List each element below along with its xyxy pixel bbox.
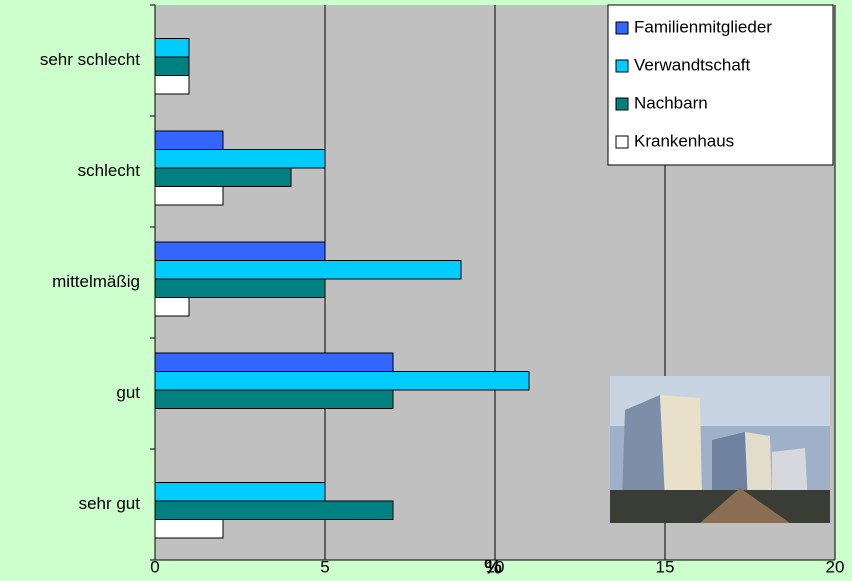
legend: Familienmitglieder Verwandtschaft Nachbarn… [607, 4, 834, 166]
bar [154, 130, 224, 150]
bar [154, 352, 394, 372]
photo-roof [700, 488, 790, 523]
bar [154, 278, 326, 298]
photo [610, 376, 830, 523]
legend-swatch [615, 135, 629, 149]
bar [154, 241, 326, 261]
x-tick-label: 0 [150, 557, 159, 576]
y-tick-label: sehr gut [79, 494, 141, 513]
legend-label: Krankenhaus [634, 131, 734, 150]
x-tick-label: 10 [486, 557, 505, 576]
y-tick-label: gut [116, 383, 140, 402]
legend-swatch [615, 59, 629, 73]
bar [154, 482, 326, 502]
legend-label: Verwandtschaft [634, 55, 751, 74]
y-tick-label: schlecht [78, 161, 141, 180]
photo-building [622, 395, 665, 500]
bars [154, 38, 530, 539]
bar [154, 500, 394, 520]
y-tick-label: sehr schlecht [40, 50, 140, 69]
bar [154, 297, 190, 317]
photo-building [712, 432, 748, 505]
bar [154, 38, 190, 58]
bar [154, 186, 224, 206]
bar [154, 56, 190, 76]
photo-building [660, 395, 702, 500]
bar [154, 75, 190, 95]
bar [154, 389, 394, 409]
x-tick-label: 15 [656, 557, 675, 576]
legend-label: Familienmitglieder [634, 17, 772, 36]
bar [154, 519, 224, 539]
x-tick-label: 5 [320, 557, 329, 576]
legend-label: Nachbarn [634, 93, 708, 112]
legend-box [607, 4, 834, 166]
photo-building [745, 432, 772, 505]
x-tick-label: 20 [826, 557, 845, 576]
legend-swatch [615, 97, 629, 111]
legend-swatch [615, 21, 629, 35]
y-tick-label: mittelmäßig [52, 272, 140, 291]
bar [154, 167, 292, 187]
bar [154, 260, 462, 280]
x-axis-label: % [484, 556, 502, 578]
bar [154, 371, 530, 391]
bar [154, 149, 326, 169]
